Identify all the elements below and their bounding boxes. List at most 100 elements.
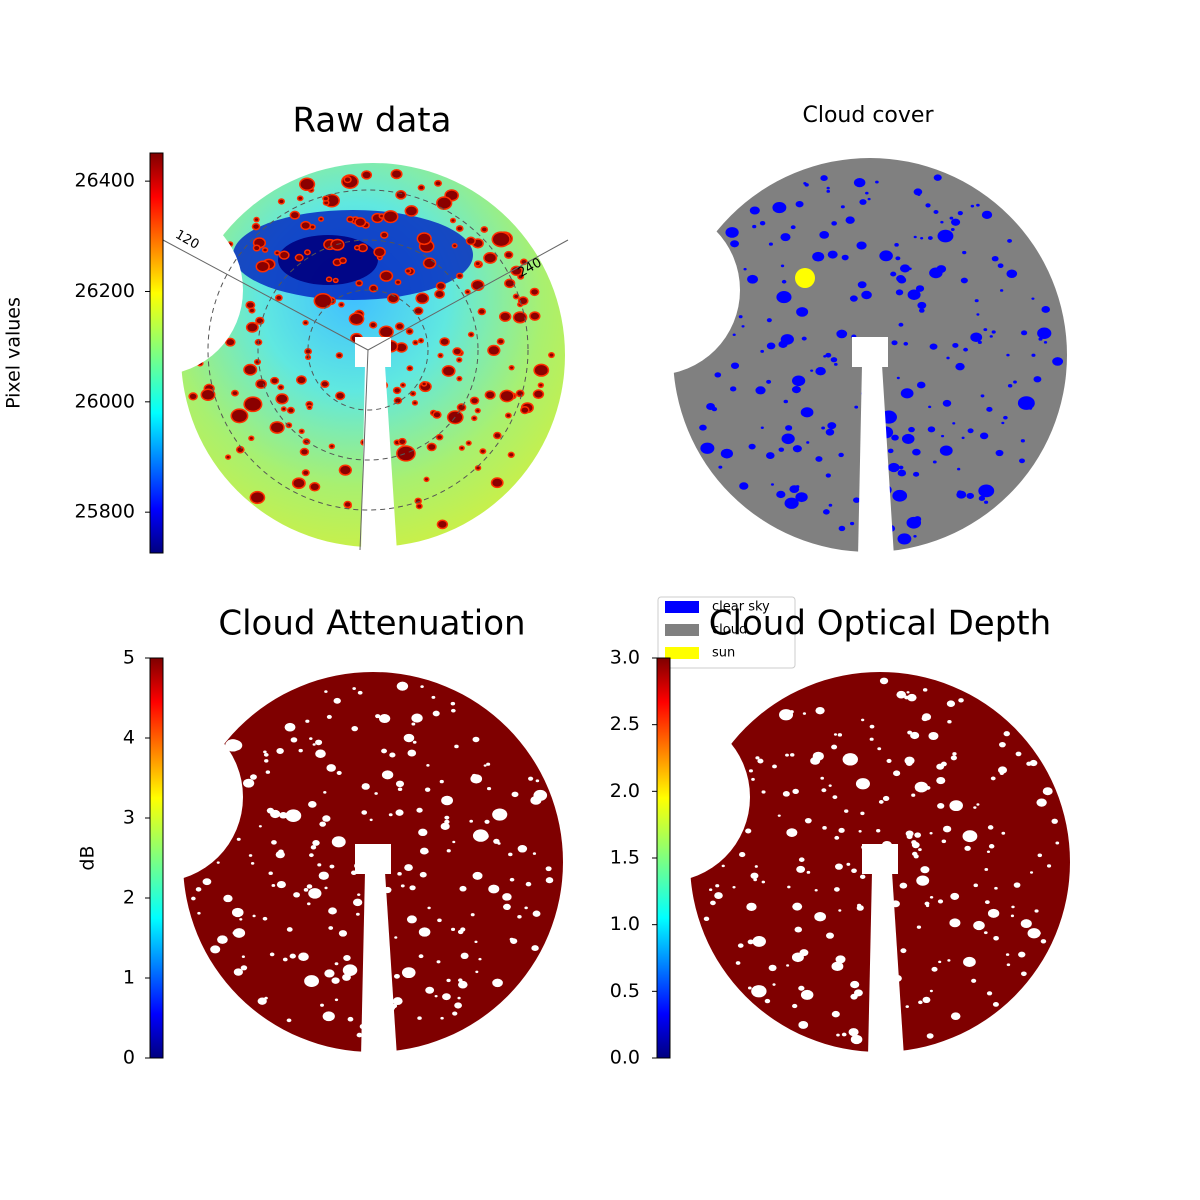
blob [532, 852, 537, 855]
blob [500, 312, 510, 321]
blob [505, 280, 514, 287]
blob [223, 894, 233, 903]
blob [446, 978, 451, 983]
blob [475, 970, 479, 974]
blob [783, 399, 789, 404]
blob [815, 456, 823, 462]
blob [517, 915, 522, 919]
blob [418, 828, 428, 837]
blob [791, 375, 806, 387]
blob [503, 903, 511, 911]
blob [841, 254, 849, 261]
blob [798, 1021, 809, 1029]
blob [347, 1016, 354, 1022]
blob [912, 448, 921, 456]
blob [957, 467, 961, 471]
blob [353, 898, 363, 907]
blob [431, 695, 436, 699]
blob [991, 255, 999, 262]
blob [896, 275, 906, 283]
blob [459, 885, 467, 892]
blob [436, 960, 441, 964]
blob [446, 849, 451, 853]
blob [941, 434, 945, 438]
blob [772, 764, 777, 769]
blob [949, 800, 963, 812]
blob [246, 302, 254, 308]
blob [790, 225, 796, 230]
blob [288, 408, 294, 413]
blob [450, 927, 456, 932]
blob [197, 911, 201, 915]
blob [859, 874, 866, 879]
blob [395, 809, 404, 816]
blob [749, 206, 760, 215]
blob [331, 836, 346, 848]
blob [937, 229, 954, 243]
blob [826, 189, 831, 193]
blob [778, 447, 785, 452]
blob [333, 697, 341, 704]
blob [452, 840, 456, 844]
blob [869, 737, 874, 741]
tick-label: 26000 [75, 390, 135, 412]
blob [973, 920, 985, 931]
blob [324, 969, 335, 978]
blob [929, 267, 943, 279]
blob [476, 409, 480, 412]
blob [929, 832, 933, 835]
blob [836, 1033, 840, 1037]
tick-label: 26400 [75, 170, 135, 192]
tick-label: 5 [123, 647, 135, 669]
blob [479, 309, 485, 314]
blob [1051, 818, 1058, 824]
blob [307, 902, 311, 906]
tick-label: 4 [123, 727, 135, 749]
blob [887, 448, 894, 454]
blob [792, 445, 802, 453]
blob [487, 786, 492, 791]
blob [453, 244, 457, 247]
grid-circle [207, 189, 529, 511]
blob [922, 713, 932, 721]
blob [786, 828, 798, 837]
blob [1036, 798, 1047, 807]
blob [766, 452, 775, 459]
blob [394, 936, 398, 939]
blob [509, 453, 514, 457]
blob [276, 748, 284, 754]
blob [528, 776, 534, 781]
blob [850, 980, 860, 989]
blob [407, 749, 417, 757]
tick-label: 2.5 [610, 713, 640, 735]
blob [957, 211, 963, 216]
blob [453, 348, 461, 355]
blob [374, 248, 385, 256]
blob [457, 996, 461, 1000]
blob [1007, 238, 1013, 243]
blob [1037, 853, 1043, 858]
blob [831, 1010, 840, 1018]
blob [895, 256, 901, 261]
blob [403, 733, 415, 743]
blob [379, 714, 391, 724]
blob [828, 503, 833, 507]
blob [739, 852, 746, 858]
blob [380, 271, 392, 281]
blob [517, 391, 523, 396]
blob [925, 203, 931, 208]
panel-title: Cloud Attenuation [218, 604, 525, 644]
blob [913, 471, 920, 477]
blob [322, 815, 331, 822]
blob [303, 470, 309, 475]
blob [1052, 357, 1064, 366]
blob [801, 336, 807, 341]
tick-label: 26200 [75, 280, 135, 302]
blob [392, 997, 403, 1006]
blob [361, 810, 368, 815]
blob [286, 1018, 292, 1023]
blob [1027, 928, 1041, 939]
blob [460, 446, 464, 450]
blob [337, 353, 342, 358]
blob [730, 362, 740, 369]
